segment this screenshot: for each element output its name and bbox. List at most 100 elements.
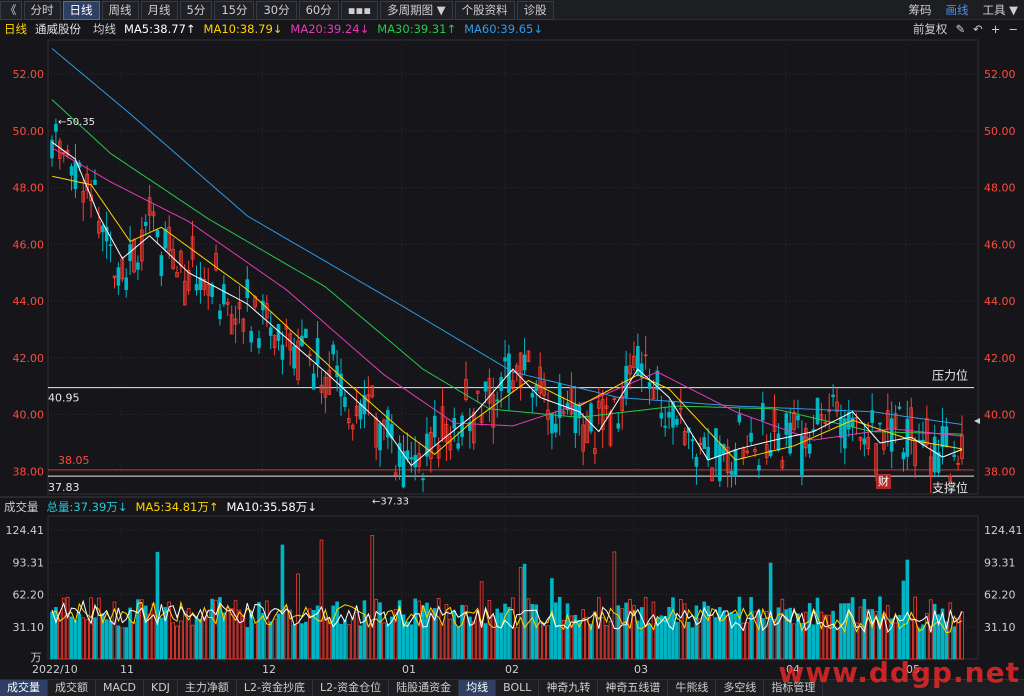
candle-body [796, 415, 800, 421]
candle-body [159, 255, 164, 277]
volume-bar [542, 624, 546, 660]
candle-body [811, 429, 816, 432]
volume-bar [803, 611, 808, 660]
volume-bar [729, 611, 734, 660]
volume-bar [585, 616, 589, 660]
volume-bar [214, 599, 218, 660]
adjust-select[interactable]: 前复权 [912, 22, 948, 36]
indicator-tab-2[interactable]: MACD [96, 680, 144, 696]
indicator-tab-7[interactable]: 陆股通资金 [389, 680, 460, 696]
indicator-tab-11[interactable]: 神奇五线谱 [598, 680, 669, 696]
draw-icon[interactable]: ✎ [955, 22, 966, 36]
volume-bar [432, 608, 437, 660]
candle-body [347, 418, 351, 424]
volume-bar [65, 596, 70, 660]
indicator-tab-3[interactable]: KDJ [144, 680, 178, 696]
candle-body [54, 123, 58, 132]
zoom-in-icon[interactable]: + [990, 22, 1001, 36]
period-tab-8[interactable]: ▪▪▪ [340, 1, 379, 20]
indicator-tab-1[interactable]: 成交额 [48, 680, 96, 696]
candle-body [901, 452, 906, 460]
candle-body [58, 140, 62, 159]
volume-bar [405, 621, 410, 660]
period-tab-4[interactable]: 5分 [179, 1, 213, 20]
candle-body [589, 403, 593, 432]
indicator-tab-9[interactable]: BOLL [496, 680, 540, 696]
volume-bar [956, 617, 960, 660]
candle-body [272, 335, 277, 348]
back-button[interactable]: 《 [0, 1, 22, 20]
volume-bar [491, 615, 496, 660]
volume-bar [932, 603, 937, 660]
volume-bar [171, 622, 175, 660]
period-tab-5[interactable]: 15分 [214, 1, 255, 20]
volume-ma-line-0 [51, 600, 963, 634]
volume-bar [350, 617, 355, 660]
zoom-out-icon[interactable]: − [1008, 22, 1018, 36]
candle-body [737, 414, 742, 423]
candle-body [893, 413, 898, 429]
period-label: 日线 [4, 22, 27, 36]
candle-body [206, 283, 211, 296]
volume-bar [690, 627, 695, 660]
indicator-tab-13[interactable]: 多空线 [716, 680, 765, 696]
volume-bar [764, 611, 769, 660]
indicator-tab-0[interactable]: 成交量 [0, 680, 48, 696]
period-tab-11[interactable]: 诊股 [516, 1, 554, 20]
toolbar-item-0[interactable]: 筹码 [908, 2, 932, 17]
indicator-tab-14[interactable]: 指标管理 [764, 680, 824, 696]
candle-body [327, 369, 332, 395]
period-tab-1[interactable]: 日线 [62, 1, 100, 20]
candle-body [878, 422, 882, 425]
volume-bar [800, 623, 804, 660]
volume-title[interactable]: 成交量 [4, 500, 39, 514]
indicator-tab-5[interactable]: L2-资金抄底 [237, 680, 314, 696]
candle-body [331, 344, 336, 355]
finance-badge[interactable]: 财 [876, 474, 891, 489]
volume-bar [737, 596, 742, 660]
volume-bar [124, 627, 129, 660]
candle-body [194, 284, 199, 291]
volume-bar [694, 605, 699, 660]
period-tab-0[interactable]: 分时 [23, 1, 61, 20]
kline-chart[interactable]: 38.00 38.00 40.00 40.00 42.00 42.00 44.00 44.00… [0, 0, 1024, 679]
period-tab-9[interactable]: 多周期图 ▼ [380, 1, 453, 20]
volume-bar [276, 613, 281, 660]
candle-body [163, 228, 168, 249]
indicator-tab-6[interactable]: L2-资金仓位 [313, 680, 390, 696]
toolbar-item-2[interactable]: 工具 ▼ [982, 2, 1019, 17]
candle-body [100, 225, 105, 233]
candle-body [425, 433, 429, 457]
volume-bar [389, 616, 394, 660]
candle-body [897, 406, 902, 409]
period-tab-10[interactable]: 个股资料 [454, 1, 515, 20]
candle-body [932, 436, 937, 473]
undo-icon[interactable]: ↶ [973, 22, 983, 36]
indicator-tab-8[interactable]: 均线 [459, 680, 497, 696]
volume-bar [265, 600, 269, 660]
candle-body [561, 411, 566, 415]
period-tab-2[interactable]: 周线 [101, 1, 139, 20]
indicator-tab-10[interactable]: 神奇九转 [539, 680, 599, 696]
toolbar-item-1[interactable]: 画线 [945, 2, 969, 17]
volume-bar [530, 604, 535, 660]
hline-right-label-0: 压力位 [932, 368, 968, 383]
volume-bar [284, 606, 289, 660]
volume-bar [268, 621, 273, 660]
candle-body [866, 437, 871, 450]
period-tab-6[interactable]: 30分 [256, 1, 297, 20]
candle-body [491, 394, 496, 428]
candle-body [569, 387, 574, 415]
indicator-tab-4[interactable]: 主力净额 [178, 680, 237, 696]
indicator-tab-12[interactable]: 牛熊线 [668, 680, 717, 696]
volume-bar [815, 597, 820, 660]
period-tab-3[interactable]: 月线 [140, 1, 178, 20]
candle-body [323, 376, 328, 398]
ma-title[interactable]: 均线 [93, 22, 116, 36]
volume-bar [253, 622, 257, 660]
volume-bar [897, 614, 902, 660]
candle-body [456, 443, 460, 449]
volume-bar [61, 597, 66, 660]
volume-bar [218, 597, 222, 660]
period-tab-7[interactable]: 60分 [298, 1, 339, 20]
